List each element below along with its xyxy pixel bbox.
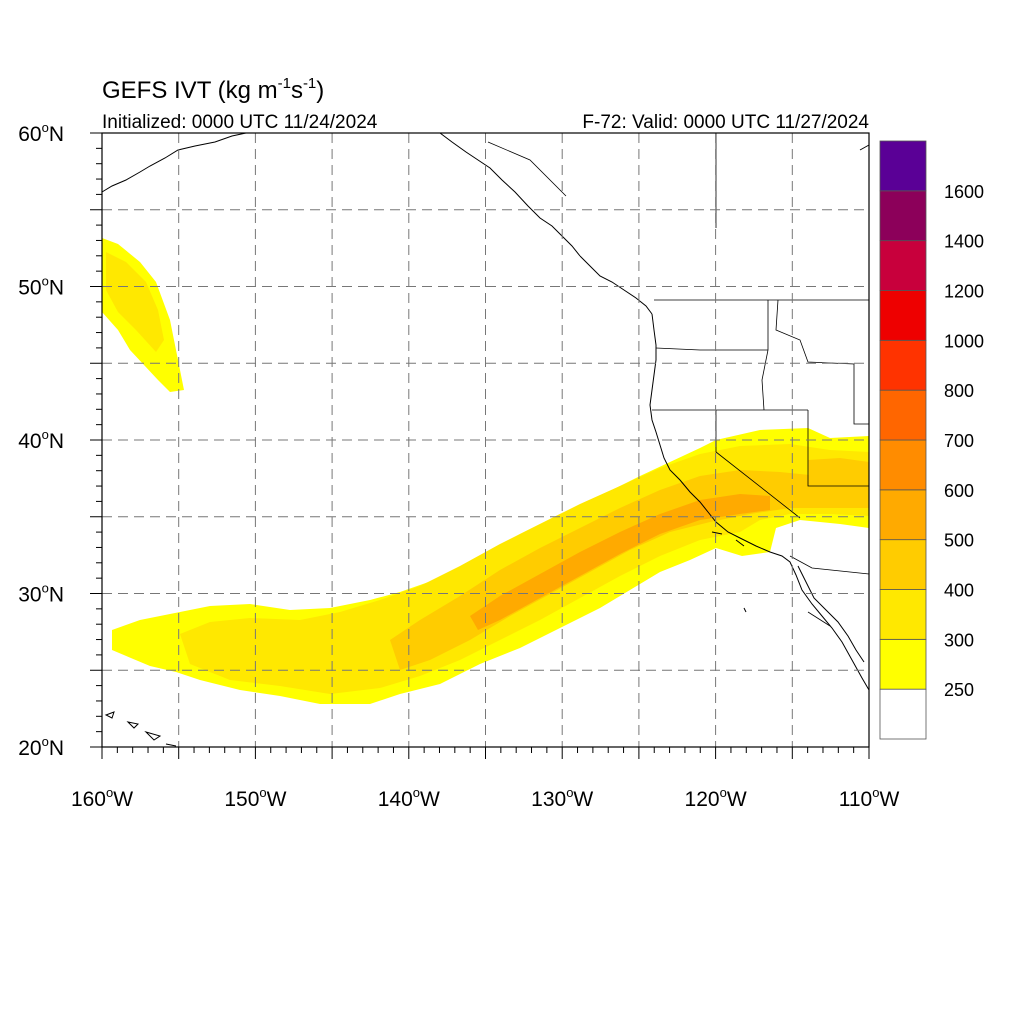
lat-label: 20oN [18,734,64,760]
colorbar-swatch [879,389,927,441]
ivt-region [470,494,770,630]
colorbar-label: 600 [944,481,974,501]
map-frame [101,132,870,748]
colorbar-swatch [879,539,927,590]
colorbar-swatch [879,489,927,541]
title-mid: s [291,77,303,104]
alaska-canada-border [487,141,567,197]
valid-time-label: F-72: Valid: 0000 UTC 11/27/2024 [582,112,869,133]
hawaii-islands [104,711,177,747]
title-exp-2: -1 [303,75,316,92]
colorbar-swatch [879,140,927,192]
ivt-shading [102,238,869,704]
colorbar-swatch [879,589,927,640]
lon-label: 120oW [685,785,747,811]
latitude-labels: 60oN 50oN 40oN 30oN 20oN [18,120,64,760]
colorbar-label: 250 [944,680,974,700]
ivt-region [808,458,869,500]
colorbar-swatch [879,688,927,740]
colorbar-swatch [879,290,927,341]
title-end: ) [316,77,324,104]
map-panel [90,132,870,759]
colorbar-label: 500 [944,531,974,551]
colorbar-label: 700 [944,431,974,451]
idaho-border [761,300,769,411]
montana-line [775,299,869,425]
title-exp-1: -1 [278,75,291,92]
colorbar-swatch [879,339,927,391]
title-main: GEFS IVT (kg m [102,77,278,104]
lat-label: 40oN [18,427,64,453]
colorbar-label: 1400 [944,232,984,252]
colorbar-label: 1000 [944,331,984,351]
lon-label: 160oW [71,785,133,811]
lat-label: 60oN [18,120,64,146]
lon-label: 140oW [378,785,440,811]
gulf-of-california [797,565,865,663]
nevada-utah-border [807,410,869,487]
longitude-labels: 160oW 150oW 140oW 130oW 120oW 110oW [71,785,900,811]
colorbar-swatch [879,190,927,242]
colorbar-swatch [879,240,927,291]
alaska-coastline [101,132,247,193]
lon-label: 150oW [224,785,286,811]
colorbar-swatch [879,439,927,491]
ivt-region [106,252,164,352]
washington-oregon-border [655,347,768,351]
ivt-colorbar: 250 300 400 500 600 700 800 1000 1200 1400 1600 [879,140,984,740]
lat-label: 30oN [18,581,64,607]
colorbar-label: 1200 [944,282,984,302]
lat-label: 50oN [18,274,64,300]
axis-ticks [90,132,870,759]
political-borders [487,133,870,627]
figure-title: GEFS IVT (kg m-1s-1) [102,75,324,104]
lat-lon-grid [102,133,869,747]
colorbar-swatch [879,638,927,690]
colorbar-label: 300 [944,630,974,650]
colorbar-label: 800 [944,381,974,401]
lon-label: 130oW [531,785,593,811]
colorbar-label: 400 [944,581,974,601]
us-mexico-border [789,555,870,575]
initialized-label: Initialized: 0000 UTC 11/24/2024 [102,112,378,133]
colorbar-label: 1600 [944,182,984,202]
lon-label: 110oW [839,785,900,811]
